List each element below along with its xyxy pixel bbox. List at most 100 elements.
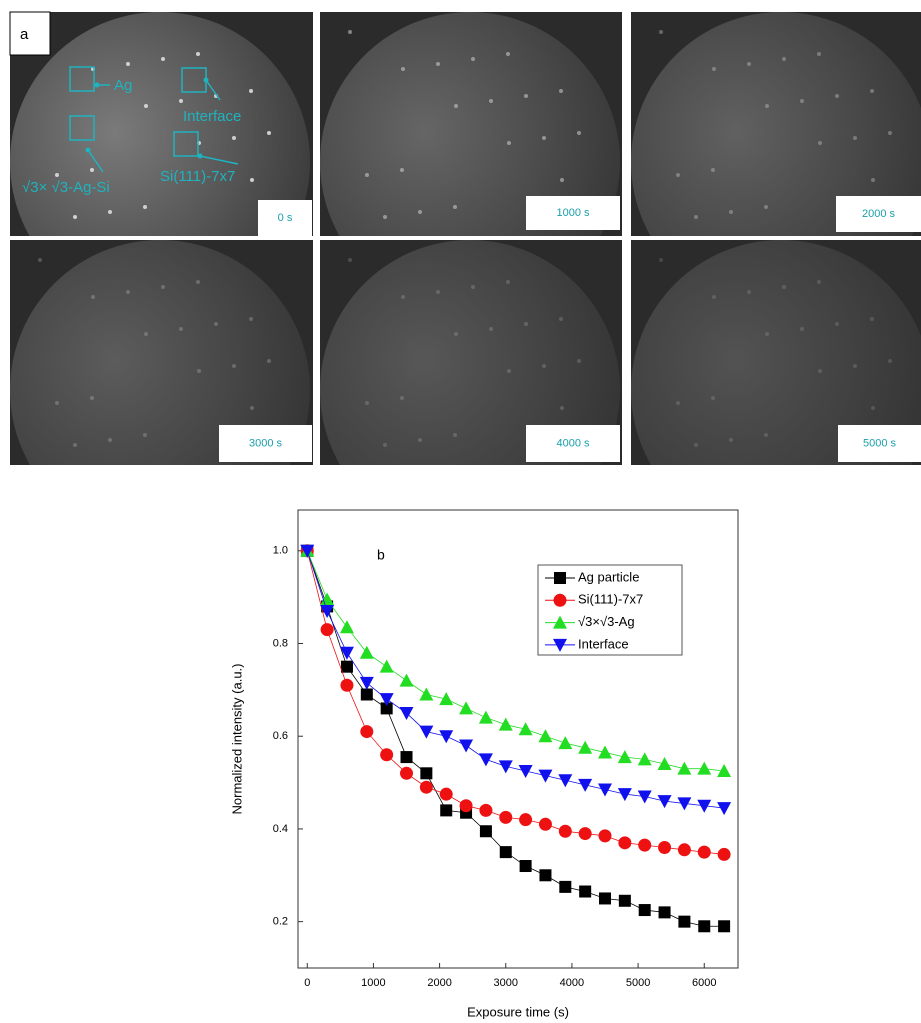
particle bbox=[888, 131, 892, 135]
particle bbox=[73, 215, 77, 219]
marker bbox=[698, 920, 710, 932]
marker bbox=[558, 774, 572, 787]
particle bbox=[800, 99, 804, 103]
particle bbox=[400, 396, 404, 400]
marker bbox=[598, 784, 612, 797]
particle bbox=[506, 52, 510, 56]
marker bbox=[459, 739, 473, 752]
y-tick-label: 0.4 bbox=[273, 823, 288, 835]
marker bbox=[440, 804, 452, 816]
particle bbox=[454, 104, 458, 108]
marker bbox=[340, 647, 354, 660]
particle bbox=[249, 89, 253, 93]
marker bbox=[554, 594, 567, 607]
particle bbox=[659, 30, 663, 34]
marker bbox=[460, 799, 473, 812]
image bbox=[631, 240, 921, 540]
marker bbox=[579, 827, 592, 840]
x-tick-label: 1000 bbox=[361, 977, 385, 989]
marker bbox=[479, 753, 493, 766]
particle bbox=[55, 401, 59, 405]
particle bbox=[348, 258, 352, 262]
particle bbox=[471, 57, 475, 61]
particle bbox=[676, 401, 680, 405]
marker bbox=[618, 750, 632, 763]
marker bbox=[659, 906, 671, 918]
particle bbox=[471, 285, 475, 289]
legend-label: √3×√3-Ag bbox=[578, 614, 635, 629]
particle bbox=[383, 443, 387, 447]
marker bbox=[578, 779, 592, 792]
particle bbox=[126, 62, 130, 66]
marker bbox=[520, 860, 532, 872]
particle bbox=[418, 210, 422, 214]
marker bbox=[558, 736, 572, 749]
marker bbox=[341, 661, 353, 673]
marker bbox=[499, 811, 512, 824]
particle bbox=[507, 141, 511, 145]
particle bbox=[365, 401, 369, 405]
arrow-head bbox=[198, 154, 203, 159]
marker bbox=[538, 770, 552, 783]
x-tick-label: 0 bbox=[304, 977, 310, 989]
particle bbox=[765, 332, 769, 336]
marker bbox=[419, 726, 433, 739]
particle bbox=[232, 136, 236, 140]
particle bbox=[144, 104, 148, 108]
image-frame: 5000 s bbox=[631, 240, 921, 540]
particle bbox=[73, 443, 77, 447]
annotation: Interface bbox=[183, 108, 241, 125]
panel-label: b bbox=[377, 547, 385, 563]
particle bbox=[143, 205, 147, 209]
particle bbox=[214, 322, 218, 326]
particle bbox=[560, 178, 564, 182]
y-tick-label: 0.6 bbox=[273, 730, 288, 742]
panel-label-box bbox=[10, 12, 50, 55]
marker bbox=[361, 688, 373, 700]
particle bbox=[888, 359, 892, 363]
marker bbox=[400, 767, 413, 780]
y-tick-label: 1.0 bbox=[273, 545, 288, 557]
particle bbox=[401, 67, 405, 71]
particle bbox=[108, 438, 112, 442]
marker bbox=[538, 729, 552, 742]
particle bbox=[524, 322, 528, 326]
particle bbox=[729, 438, 733, 442]
particle bbox=[90, 168, 94, 172]
image bbox=[10, 240, 313, 540]
arrow-head bbox=[86, 148, 91, 153]
particle bbox=[453, 205, 457, 209]
particle bbox=[144, 332, 148, 336]
marker bbox=[340, 679, 353, 692]
time-label: 3000 s bbox=[249, 437, 283, 449]
x-tick-label: 2000 bbox=[427, 977, 451, 989]
marker bbox=[340, 620, 354, 633]
marker bbox=[578, 741, 592, 754]
marker bbox=[440, 788, 453, 801]
particle bbox=[694, 443, 698, 447]
particle bbox=[179, 327, 183, 331]
particle bbox=[764, 433, 768, 437]
time-label: 4000 s bbox=[556, 437, 590, 449]
marker bbox=[638, 790, 652, 803]
particle bbox=[560, 406, 564, 410]
particle bbox=[559, 317, 563, 321]
particle bbox=[91, 295, 95, 299]
image-frame: 3000 s bbox=[10, 240, 313, 540]
particle bbox=[559, 89, 563, 93]
annotation: Ag bbox=[114, 77, 132, 94]
marker bbox=[499, 760, 513, 773]
marker bbox=[677, 762, 691, 775]
marker bbox=[599, 829, 612, 842]
particle bbox=[197, 369, 201, 373]
marker bbox=[619, 895, 631, 907]
particle bbox=[196, 52, 200, 56]
particle bbox=[853, 136, 857, 140]
particle bbox=[249, 317, 253, 321]
particle bbox=[196, 280, 200, 284]
particle bbox=[542, 136, 546, 140]
particle bbox=[267, 359, 271, 363]
legend-label: Si(111)-7x7 bbox=[578, 592, 643, 607]
marker bbox=[697, 762, 711, 775]
image-disc bbox=[631, 240, 921, 540]
